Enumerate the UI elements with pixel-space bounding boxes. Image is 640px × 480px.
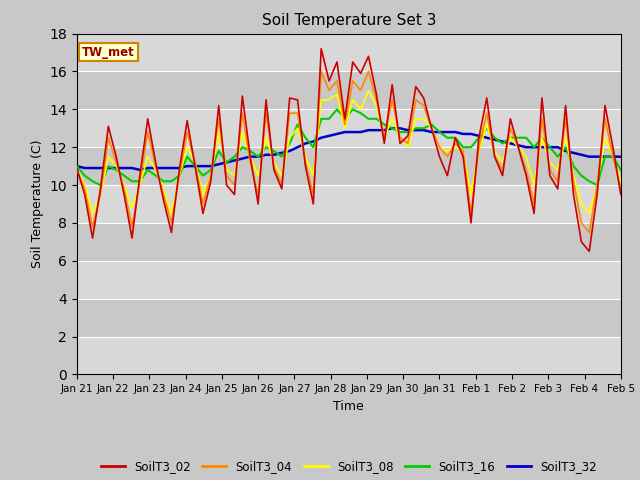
Y-axis label: Soil Temperature (C): Soil Temperature (C) [31, 140, 44, 268]
Bar [77, 185, 621, 223]
Bar [77, 147, 621, 185]
Text: TW_met: TW_met [82, 46, 135, 59]
Bar [77, 72, 621, 109]
X-axis label: Time: Time [333, 400, 364, 413]
Title: Soil Temperature Set 3: Soil Temperature Set 3 [262, 13, 436, 28]
Bar [77, 34, 621, 72]
Bar [77, 299, 621, 336]
Bar [77, 223, 621, 261]
Legend: SoilT3_02, SoilT3_04, SoilT3_08, SoilT3_16, SoilT3_32: SoilT3_02, SoilT3_04, SoilT3_08, SoilT3_… [96, 455, 602, 478]
Bar [77, 336, 621, 374]
Bar [77, 261, 621, 299]
Bar [77, 109, 621, 147]
